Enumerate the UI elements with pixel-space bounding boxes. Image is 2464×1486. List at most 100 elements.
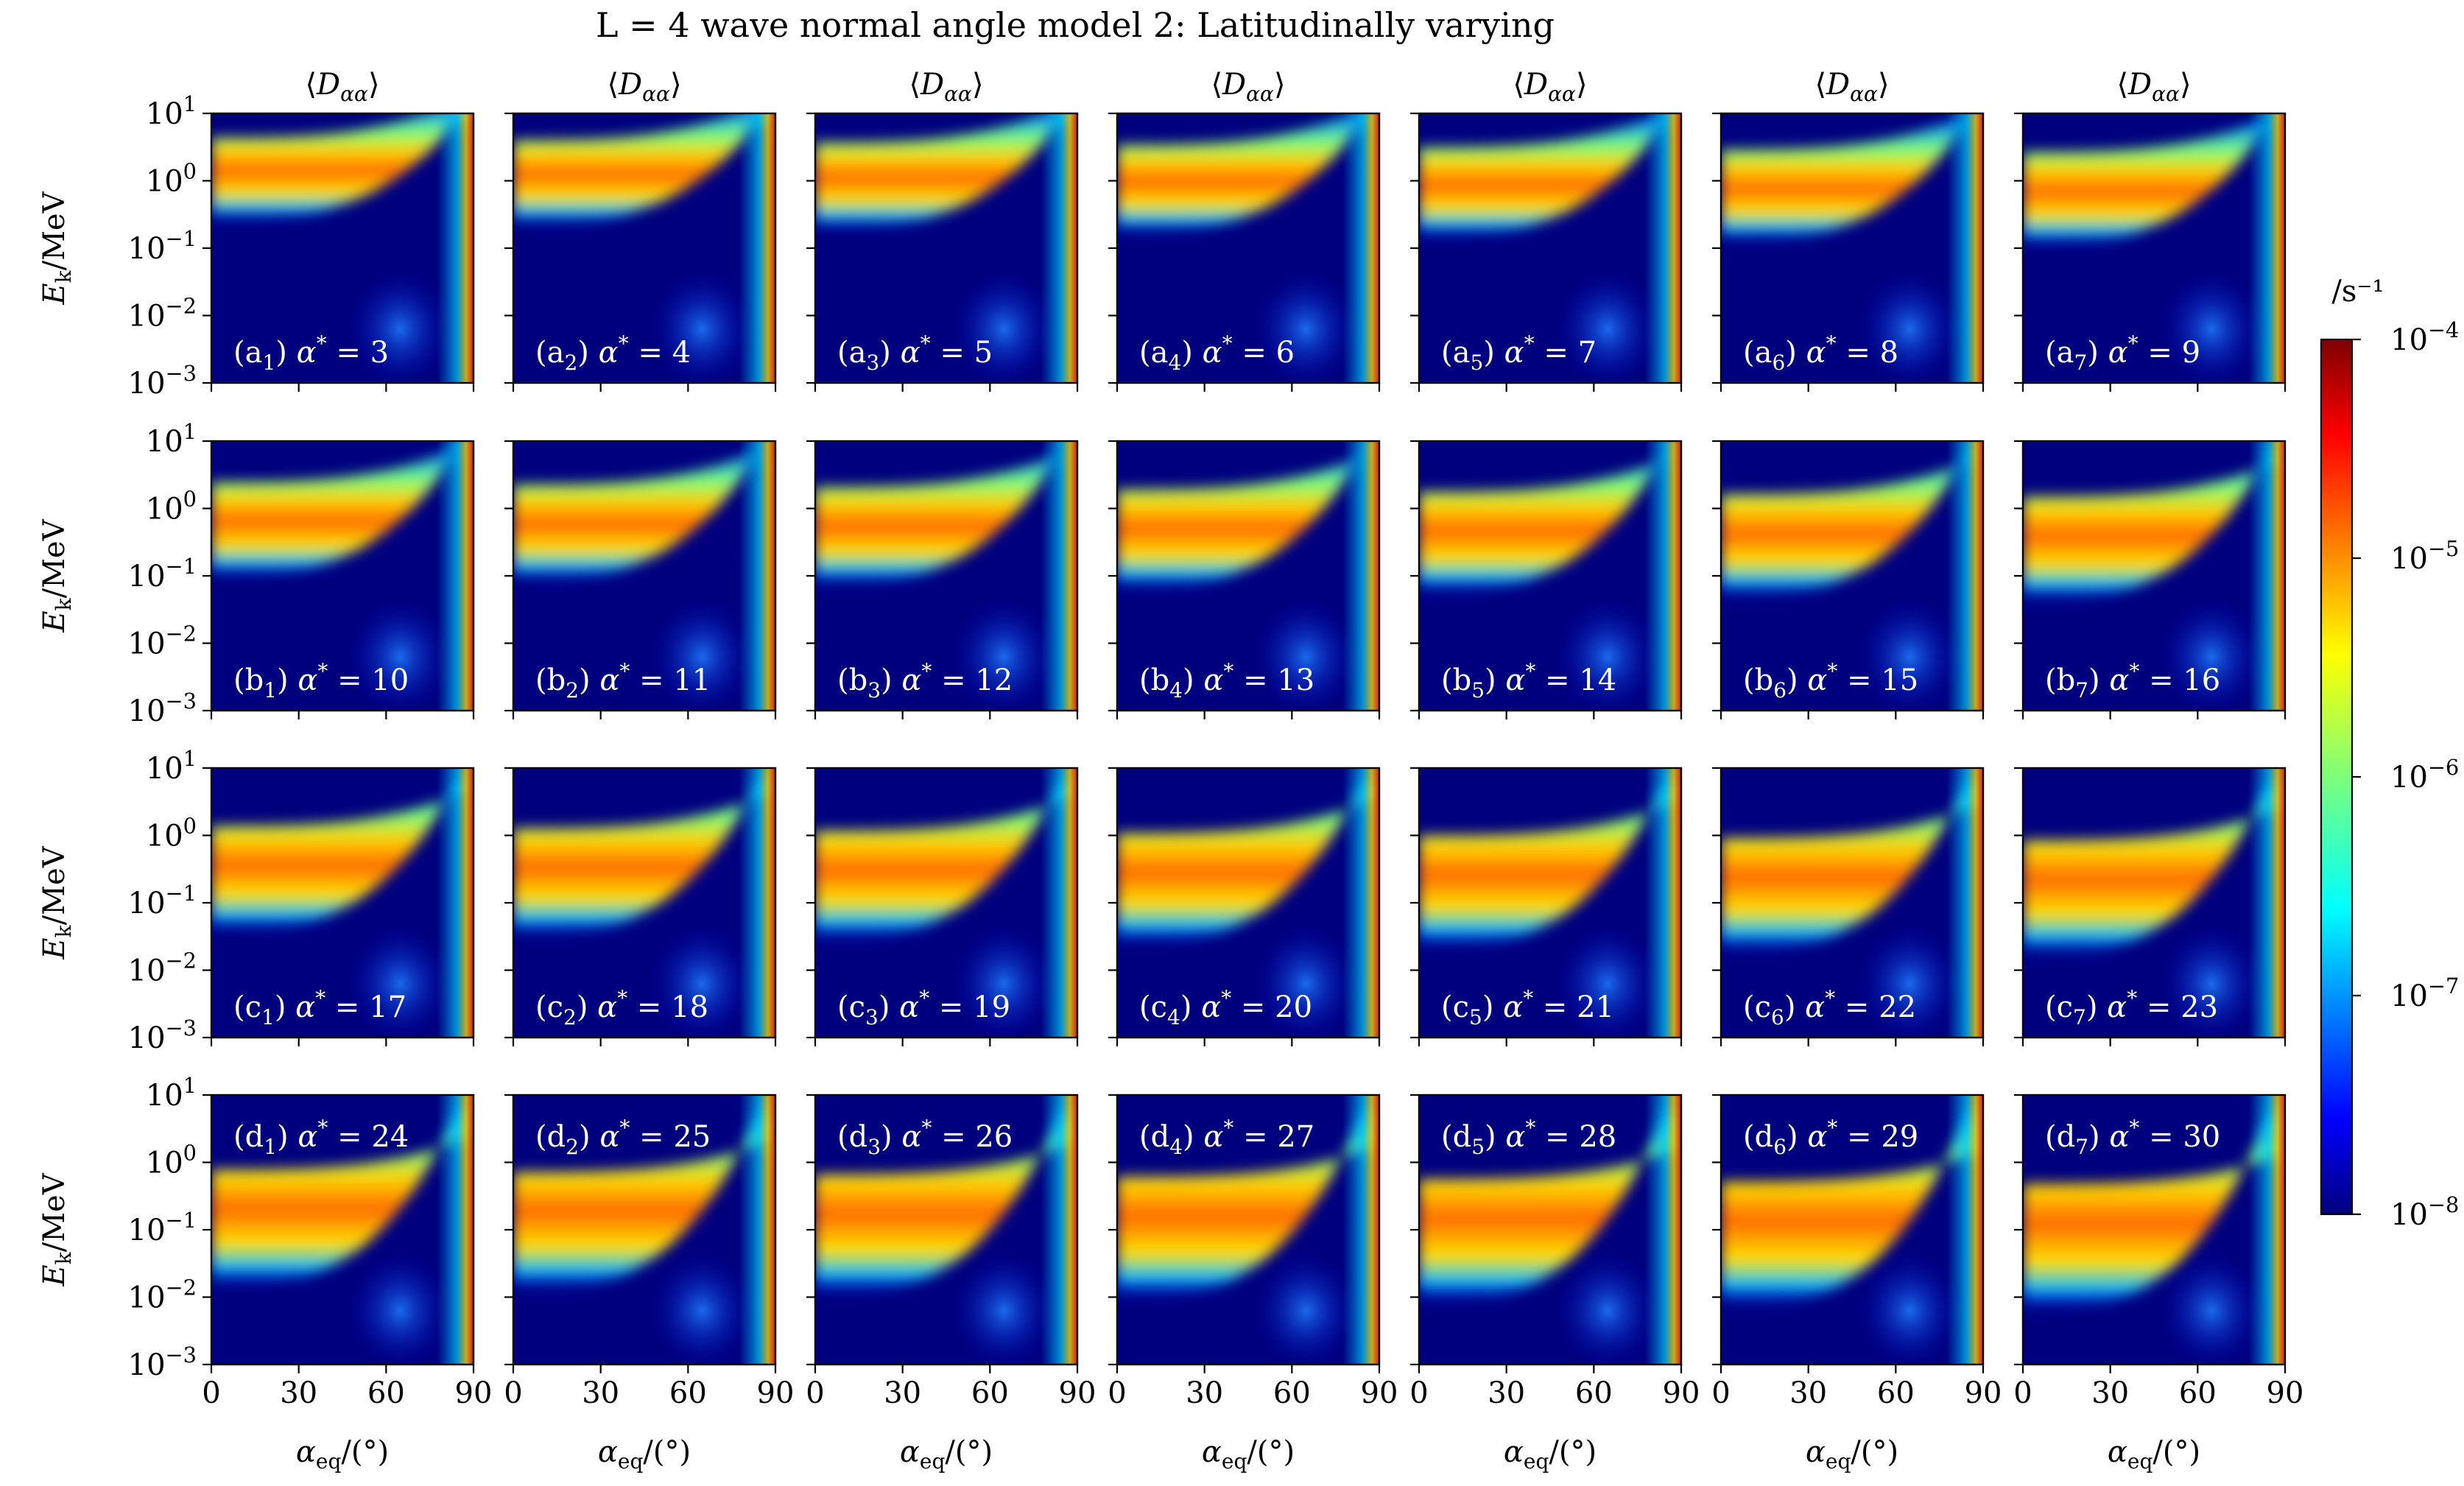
- resonance-band: [1721, 113, 1979, 242]
- panel-label: (d4) α* = 27: [1139, 1116, 1314, 1159]
- y-axis-label: Ek/MeV: [38, 518, 76, 633]
- y-tick-label: 10−2: [128, 1275, 197, 1315]
- x-tick-label: 0: [1108, 1376, 1126, 1410]
- panel-label: (a7) α* = 9: [2045, 331, 2200, 375]
- colorbar-tick-label: 10−5: [2390, 536, 2459, 576]
- panel-a3: (a3) α* = 5 ⟨Dαα⟩: [806, 68, 1079, 392]
- y-tick-label: 10−2: [128, 621, 197, 661]
- lower-glow: [1555, 270, 1661, 383]
- y-tick-label: 100: [146, 1141, 197, 1180]
- resonance-band: [2023, 113, 2281, 245]
- resonance-band: [211, 113, 469, 222]
- y-tick-label: 101: [146, 1073, 197, 1113]
- panel-c1: (c1) α* = 17 101 100 10−1 10−2 10−3 Ek/MeV: [38, 746, 475, 1055]
- lower-glow: [348, 597, 453, 711]
- colorbar-tick-label: 10−7: [2390, 973, 2459, 1013]
- heatmap: [815, 1095, 1077, 1364]
- resonance-band: [1419, 768, 1678, 948]
- lower-glow: [951, 924, 1057, 1038]
- resonance-band: [815, 1095, 1075, 1295]
- panel-b1: (b1) α* = 10 101 100 10−1 10−2 10−3 Ek/MeV: [38, 419, 475, 728]
- edge-strip: [739, 768, 775, 1038]
- edge-strip: [1946, 1095, 1983, 1364]
- x-tick-label: 90: [455, 1376, 493, 1410]
- column-title: ⟨Dαα⟩: [1513, 68, 1587, 106]
- x-tick-label: 90: [1361, 1376, 1398, 1410]
- heatmap: [211, 1095, 474, 1364]
- panel-label: (b7) α* = 16: [2045, 659, 2220, 702]
- resonance-band: [513, 768, 772, 936]
- x-tick-label: 0: [1409, 1376, 1428, 1410]
- panel-label: (c3) α* = 19: [837, 986, 1010, 1029]
- panel-label: (b6) α* = 15: [1743, 659, 1918, 702]
- panel-label: (b5) α* = 14: [1441, 659, 1616, 702]
- resonance-band: [1721, 1095, 1981, 1307]
- heatmap: [2023, 1095, 2285, 1364]
- x-tick-label: 0: [202, 1376, 220, 1410]
- heatmap: [1721, 113, 1983, 383]
- heatmap: [513, 113, 775, 383]
- panel-d7: (d7) α* = 30 0 30 60 90 αeq/(°): [2013, 1094, 2304, 1473]
- x-tick-label: 90: [2267, 1376, 2304, 1410]
- edge-strip: [1342, 768, 1379, 1038]
- edge-strip: [437, 768, 474, 1038]
- edge-strip: [1644, 1095, 1681, 1364]
- panel-d6: (d6) α* = 29 0 30 60 90 αeq/(°): [1711, 1094, 2002, 1473]
- lower-glow: [1857, 270, 1963, 383]
- edge-strip: [2248, 113, 2285, 383]
- edge-strip: [739, 113, 775, 383]
- heatmap: [1721, 441, 1983, 711]
- panel-a7: (a7) α* = 9 ⟨Dαα⟩: [2014, 68, 2287, 392]
- x-tick-label: 30: [1186, 1376, 1223, 1410]
- panel-b7: (b7) α* = 16: [2014, 440, 2287, 719]
- column-title: ⟨Dαα⟩: [2116, 68, 2191, 106]
- heatmap: [513, 768, 775, 1038]
- panel-c6: (c6) α* = 22: [1712, 767, 1985, 1046]
- panel-a5: (a5) α* = 7 ⟨Dαα⟩: [1410, 68, 1683, 392]
- colorbar-tick-label: 10−6: [2390, 755, 2459, 795]
- edge-strip: [1946, 441, 1983, 711]
- panel-c2: (c2) α* = 18: [504, 767, 777, 1046]
- lower-glow: [650, 924, 755, 1038]
- resonance-band: [1419, 113, 1677, 238]
- figure-title: L = 4 wave normal angle model 2: Latitud…: [596, 5, 1555, 45]
- resonance-band: [815, 768, 1074, 940]
- resonance-band: [1721, 441, 1980, 597]
- heatmap: [815, 113, 1077, 383]
- heatmap: [1419, 113, 1681, 383]
- panel-label: (c4) α* = 20: [1139, 986, 1312, 1029]
- resonance-band: [513, 441, 771, 581]
- lower-glow: [2159, 597, 2264, 711]
- y-tick-label: 10−2: [128, 948, 197, 988]
- lower-glow: [951, 597, 1057, 711]
- heatmap: [2023, 441, 2285, 711]
- panel-grid: (a1) α* = 3 ⟨Dαα⟩ 101 100 10−1 10−2 10−3 Ek/MeV…: [38, 68, 2303, 1473]
- y-tick-label: 10−3: [128, 1342, 197, 1382]
- lower-glow: [1857, 924, 1963, 1038]
- lower-glow: [1857, 1251, 1963, 1364]
- column-title: ⟨Dαα⟩: [1211, 68, 1285, 106]
- colorbar: 10−4 10−5 10−6 10−7 10−8/s⁻¹: [2320, 275, 2459, 1232]
- panel-label: (c7) α* = 23: [2045, 986, 2218, 1029]
- edge-strip: [437, 1095, 474, 1364]
- lower-glow: [1253, 597, 1359, 711]
- lower-glow: [348, 270, 453, 383]
- x-tick-label: 90: [1059, 1376, 1097, 1410]
- column-title: ⟨Dαα⟩: [305, 68, 379, 106]
- panel-c4: (c4) α* = 20: [1108, 767, 1381, 1046]
- resonance-band: [1117, 768, 1376, 944]
- column-title: ⟨Dαα⟩: [607, 68, 681, 106]
- y-tick-label: 101: [146, 746, 197, 786]
- x-tick-label: 30: [582, 1376, 619, 1410]
- lower-glow: [2159, 1251, 2264, 1364]
- resonance-band: [211, 1095, 471, 1287]
- panel-d5: (d5) α* = 28 0 30 60 90 αeq/(°): [1409, 1094, 1700, 1473]
- panel-b6: (b6) α* = 15: [1712, 440, 1985, 719]
- panel-b3: (b3) α* = 12: [806, 440, 1079, 719]
- panel-label: (c2) α* = 18: [535, 986, 708, 1029]
- y-tick-label: 100: [146, 487, 197, 527]
- panel-label: (d7) α* = 30: [2045, 1116, 2220, 1159]
- heatmap: [1117, 441, 1379, 711]
- x-tick-label: 0: [2013, 1376, 2032, 1410]
